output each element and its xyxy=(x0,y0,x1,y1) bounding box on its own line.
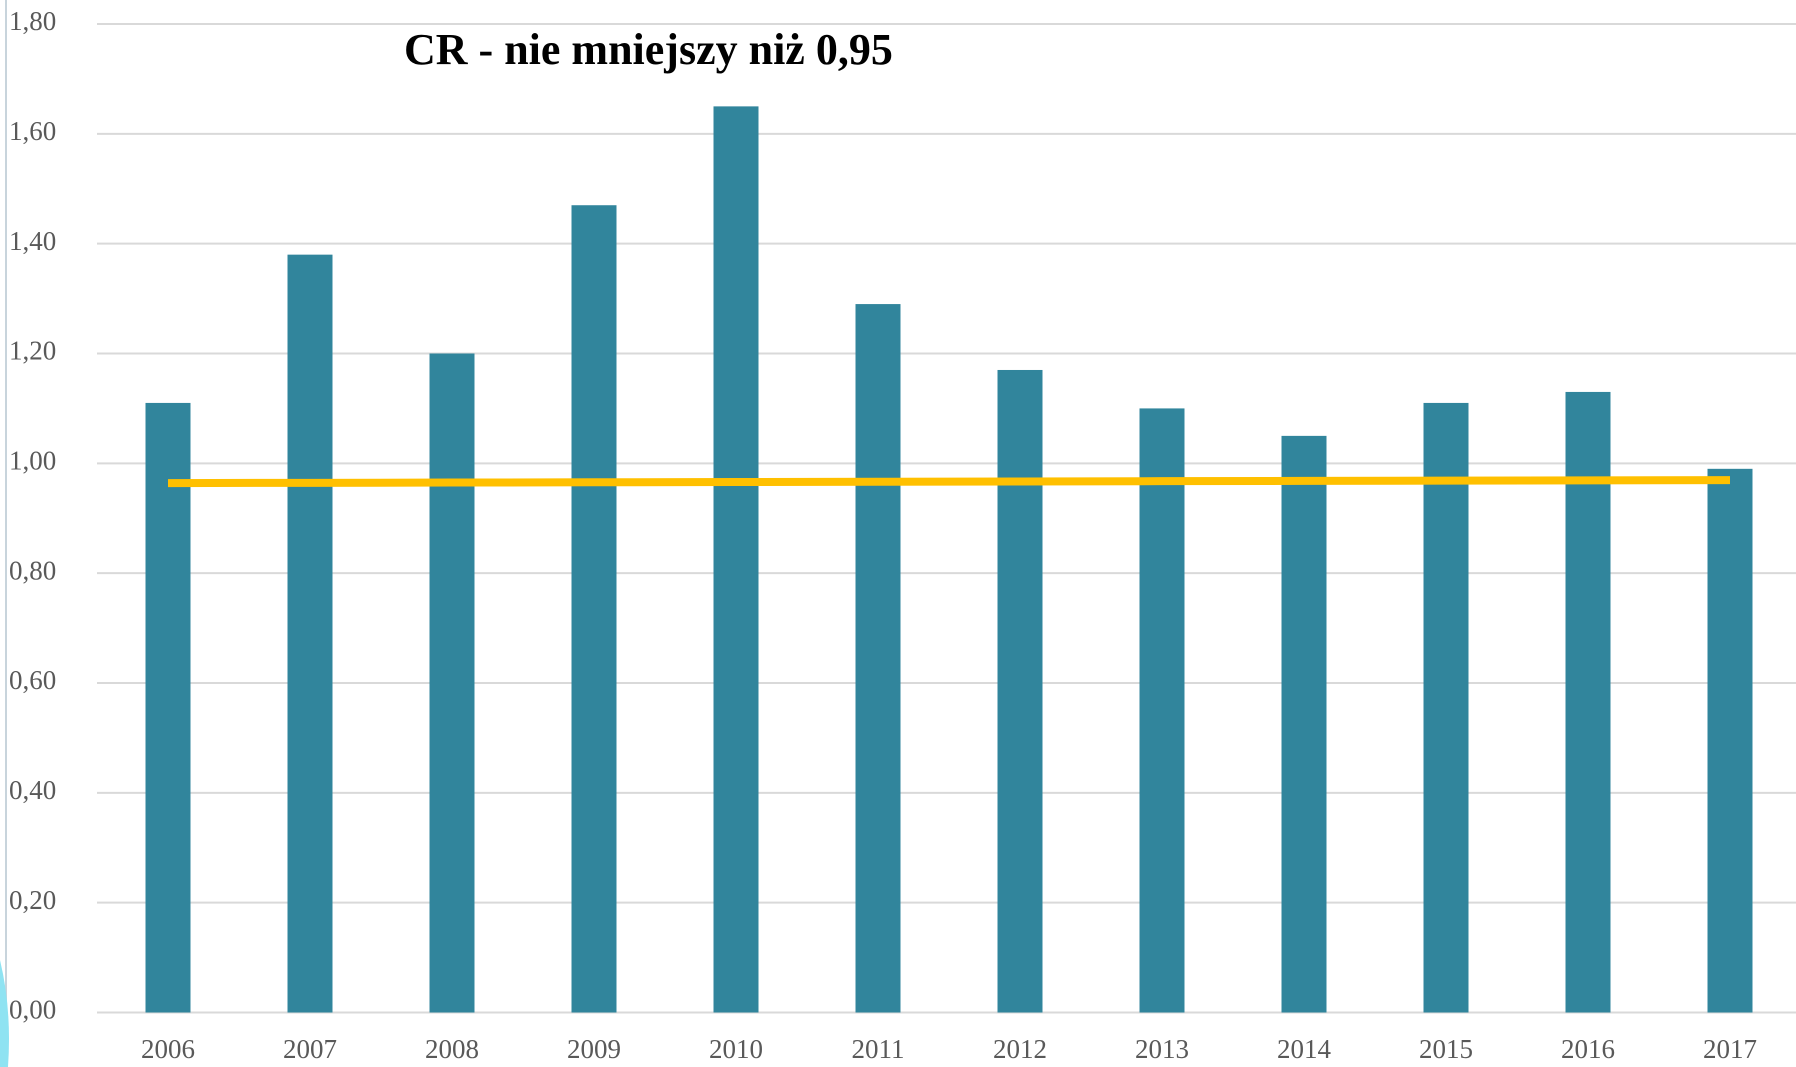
x-tick-label: 2013 xyxy=(1135,1034,1189,1064)
bar xyxy=(855,304,901,1013)
y-tick-label: 1,20 xyxy=(9,336,56,366)
y-tick-label: 0,00 xyxy=(9,995,56,1025)
y-tick-label: 0,20 xyxy=(9,885,56,915)
line xyxy=(167,476,1731,488)
x-tick-label: 2014 xyxy=(1277,1034,1332,1064)
x-tick-label: 2015 xyxy=(1419,1034,1473,1064)
bar xyxy=(287,254,333,1013)
chart-title: CR - nie mniejszy niż 0,95 xyxy=(404,25,893,74)
x-tick-label: 2017 xyxy=(1703,1034,1757,1064)
y-tick-label: 1,00 xyxy=(9,446,56,476)
bar xyxy=(429,353,475,1013)
slide-decoration xyxy=(0,960,9,1067)
x-tick-label: 2008 xyxy=(425,1034,479,1064)
bar xyxy=(1423,402,1469,1013)
bar xyxy=(713,106,759,1013)
bar xyxy=(1281,435,1327,1013)
y-tick-label: 0,40 xyxy=(9,775,56,805)
x-tick-label: 2011 xyxy=(852,1034,905,1064)
bar xyxy=(1565,391,1611,1013)
y-tick-label: 0,80 xyxy=(9,555,56,585)
x-tick-label: 2006 xyxy=(141,1034,195,1064)
y-tick-label: 0,60 xyxy=(9,665,56,695)
x-tick-label: 2009 xyxy=(567,1034,621,1064)
x-tick-label: 2016 xyxy=(1561,1034,1615,1064)
x-tick-label: 2007 xyxy=(283,1034,337,1064)
x-tick-label: 2010 xyxy=(709,1034,763,1064)
bar xyxy=(145,402,191,1013)
y-tick-label: 1,40 xyxy=(9,226,56,256)
bar xyxy=(1139,408,1185,1013)
y-tick-label: 1,60 xyxy=(9,116,56,146)
bar xyxy=(571,205,617,1013)
y-tick-label: 1,80 xyxy=(9,6,56,36)
bar xyxy=(997,369,1043,1013)
x-tick-label: 2012 xyxy=(993,1034,1047,1064)
bar xyxy=(1707,468,1753,1013)
